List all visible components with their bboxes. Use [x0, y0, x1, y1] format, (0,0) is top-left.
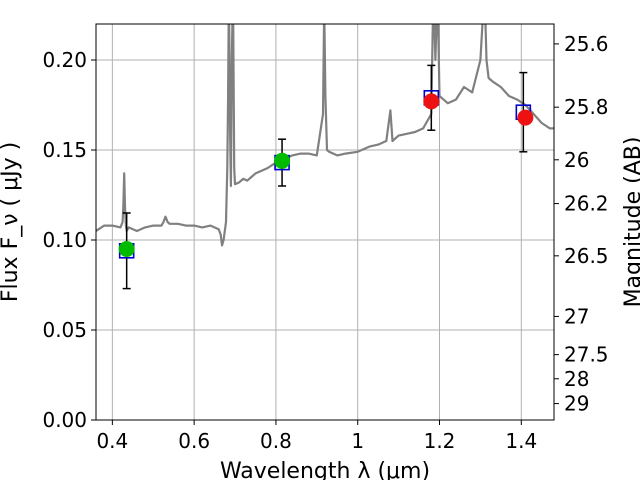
- right-tick-label: 28: [564, 367, 589, 391]
- x-tick-label: 1: [351, 429, 364, 453]
- model-circle-marker: [118, 241, 135, 257]
- model-spectrum: [96, 24, 554, 247]
- y-tick-label: 0.05: [42, 318, 87, 342]
- right-tick-label: 25.6: [564, 32, 609, 56]
- y-tick-label: 0.00: [42, 408, 87, 432]
- axis-ticks: 0.4 0.6 0.8 1 1.2 1.4 0.00 0.05 0.10 0.15 0.20 25.6…: [42, 32, 608, 453]
- right-tick-label: 27.5: [564, 343, 609, 367]
- right-tick-label: 26.2: [564, 192, 609, 216]
- x-tick-label: 0.6: [178, 429, 210, 453]
- x-tick-label: 0.4: [96, 429, 128, 453]
- model-circle-marker: [517, 109, 534, 126]
- y-tick-label: 0.10: [42, 228, 87, 252]
- right-tick-label: 26.5: [564, 244, 609, 268]
- x-axis-label: Wavelength λ (μm): [220, 459, 430, 480]
- right-tick-label: 26: [564, 148, 589, 172]
- photometry-points: [118, 64, 534, 290]
- y-tick-label: 0.15: [42, 138, 87, 162]
- right-tick-label: 29: [564, 392, 589, 416]
- model-circle-marker: [423, 93, 440, 110]
- plot-frame: [95, 23, 555, 421]
- y-tick-label: 0.20: [42, 48, 87, 72]
- y-axis-right-label: Magnitude (AB): [621, 137, 640, 308]
- right-tick-label: 25.8: [564, 95, 609, 119]
- x-tick-label: 0.8: [260, 429, 292, 453]
- x-tick-label: 1.2: [424, 429, 456, 453]
- spectrum-line: [96, 24, 554, 247]
- right-tick-label: 27: [564, 304, 589, 328]
- model-circle-marker: [274, 152, 291, 169]
- y-axis-label: Flux F_ν ( μJy ): [0, 142, 23, 302]
- x-tick-label: 1.4: [505, 429, 537, 453]
